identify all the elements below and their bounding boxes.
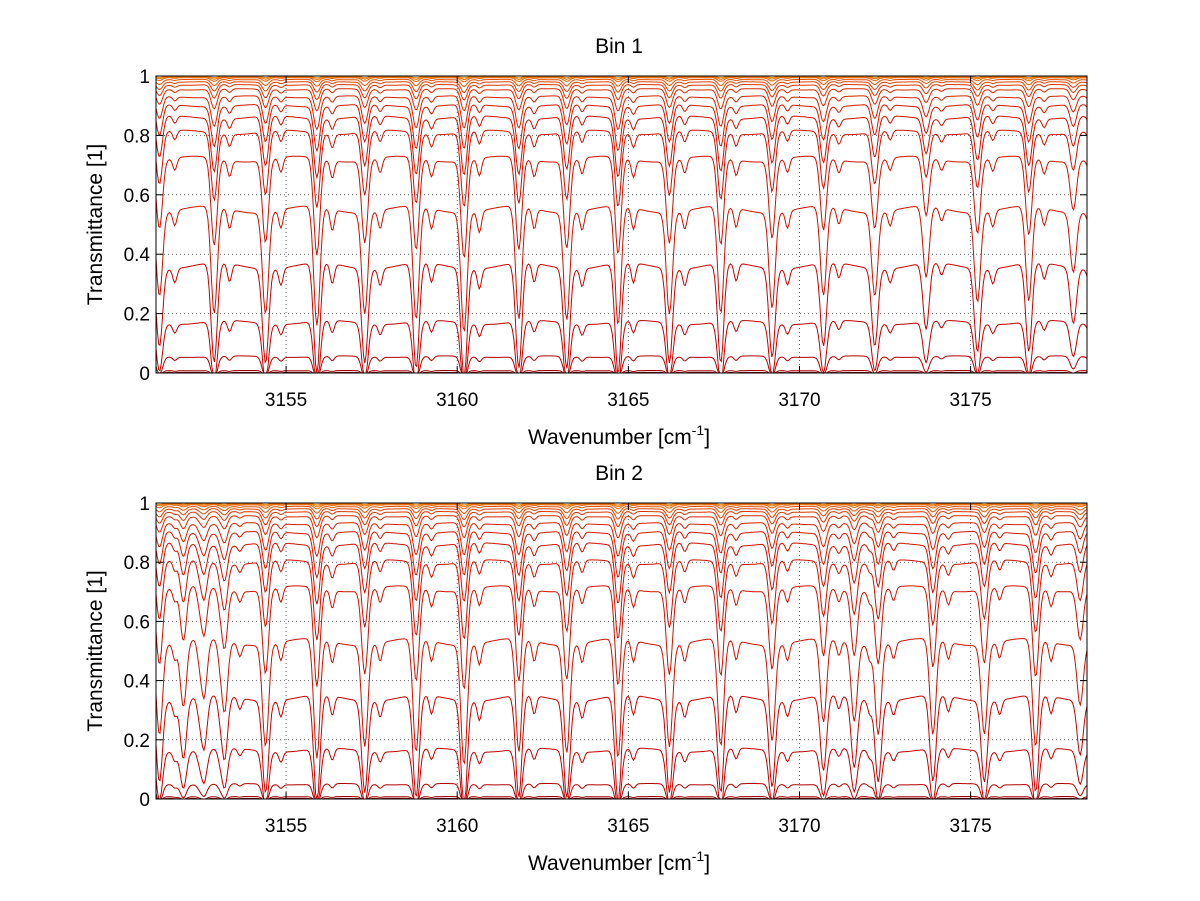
series-line-4 — [155, 747, 1088, 801]
panel-1-title: Bin 1 — [595, 35, 643, 58]
series-line-16 — [155, 77, 1088, 83]
panel-1-xtick-label: 3175 — [949, 390, 991, 411]
panel-2-xlabel: Wavenumber [cm-1] — [528, 848, 710, 875]
series-line-15 — [155, 78, 1088, 88]
series-line-6 — [155, 205, 1088, 332]
panel-1-ytick-label: 0.2 — [124, 305, 150, 326]
panel-1-xlabel-superscript: -1 — [692, 422, 705, 438]
panel-1-xtick-label: 3165 — [607, 390, 649, 411]
panel-2-xtick-label: 3175 — [949, 816, 991, 837]
panel-2-axes-frame — [155, 502, 1088, 800]
panel-2-ytick-label: 0.8 — [124, 553, 150, 574]
panel-2-xlabel-superscript: -1 — [692, 848, 705, 864]
series-line-10 — [155, 530, 1088, 580]
panel-1-ytick-label: 0.6 — [124, 186, 150, 207]
series-line-5 — [155, 695, 1088, 800]
panel-1-axes-frame — [155, 75, 1088, 374]
series-line-18 — [155, 502, 1087, 506]
panel-1-series-group — [155, 75, 1088, 375]
panel-2-ytick-label: 1 — [139, 494, 150, 515]
panel-1-xlabel-suffix: ] — [704, 426, 710, 449]
panel-2-ytick-label: 0.6 — [124, 612, 150, 633]
series-line-10 — [155, 104, 1088, 153]
series-line-14 — [155, 508, 1088, 521]
panel-1-xtick-label: 3160 — [436, 390, 478, 411]
panel-1-ticks — [156, 75, 1087, 374]
panel-2-xtick-label: 3160 — [436, 816, 478, 837]
panel-2-ticks — [156, 502, 1087, 800]
series-line-17 — [155, 503, 1088, 508]
series-line-5 — [155, 263, 1088, 374]
panel-2-grid — [156, 502, 1087, 800]
series-line-8 — [155, 559, 1088, 641]
series-line-4 — [155, 320, 1088, 375]
series-line-11 — [155, 522, 1088, 558]
series-line-13 — [155, 510, 1088, 528]
panel-1-ytick-label: 0 — [139, 364, 150, 385]
series-line-6 — [155, 638, 1088, 765]
panel-2-xlabel-suffix: ] — [704, 852, 710, 875]
panel-2-ytick-labels: 0 0.2 0.4 0.6 0.8 1 — [124, 494, 151, 811]
series-line-14 — [155, 81, 1088, 94]
panel-2-ytick-label: 0.2 — [124, 731, 150, 752]
panel-1-xtick-label: 3170 — [778, 390, 820, 411]
panel-1-xtick-label: 3155 — [265, 390, 307, 411]
series-line-13 — [155, 84, 1088, 101]
series-line-16 — [155, 504, 1088, 510]
panel-2-ytick-label: 0.4 — [124, 672, 151, 693]
panel-bin-2: Bin 2 0 0.2 0.4 0.6 0.8 1 3155 3160 3165… — [84, 462, 1088, 875]
series-line-9 — [155, 115, 1088, 180]
panel-2-xtick-label: 3170 — [778, 816, 820, 837]
panel-2-title: Bin 2 — [595, 462, 643, 485]
series-line-12 — [155, 88, 1088, 112]
panel-1-xlabel: Wavenumber [cm-1] — [528, 422, 710, 449]
series-line-15 — [155, 505, 1088, 514]
series-line-7 — [155, 585, 1088, 690]
panel-1-xtick-labels: 3155 3160 3165 3170 3175 — [265, 390, 992, 411]
series-line-17 — [155, 76, 1087, 81]
panel-2-ylabel: Transmittance [1] — [84, 570, 107, 731]
panel-2-ytick-label: 0 — [139, 790, 150, 811]
panel-2-xtick-labels: 3155 3160 3165 3170 3175 — [265, 816, 992, 837]
series-line-3 — [155, 355, 1088, 374]
series-line-7 — [155, 155, 1088, 258]
series-line-8 — [155, 129, 1088, 208]
panel-1-ytick-labels: 0 0.2 0.4 0.6 0.8 1 — [124, 67, 151, 385]
series-line-11 — [155, 95, 1088, 131]
panel-1-ylabel: Transmittance [1] — [84, 144, 107, 305]
panel-2-xtick-label: 3165 — [607, 816, 649, 837]
panel-1-ytick-label: 1 — [139, 67, 150, 88]
panel-1-xlabel-text: Wavenumber [cm — [528, 426, 692, 449]
series-line-9 — [155, 542, 1088, 605]
panel-1-ytick-label: 0.4 — [124, 245, 151, 266]
panel-bin-1: Bin 1 0 0.2 0.4 0.6 0.8 1 3155 3160 3165… — [84, 35, 1088, 449]
series-line-12 — [155, 515, 1088, 539]
panel-2-xlabel-text: Wavenumber [cm — [528, 852, 692, 875]
panel-1-ytick-label: 0.8 — [124, 126, 150, 147]
panel-2-xtick-label: 3155 — [265, 816, 307, 837]
